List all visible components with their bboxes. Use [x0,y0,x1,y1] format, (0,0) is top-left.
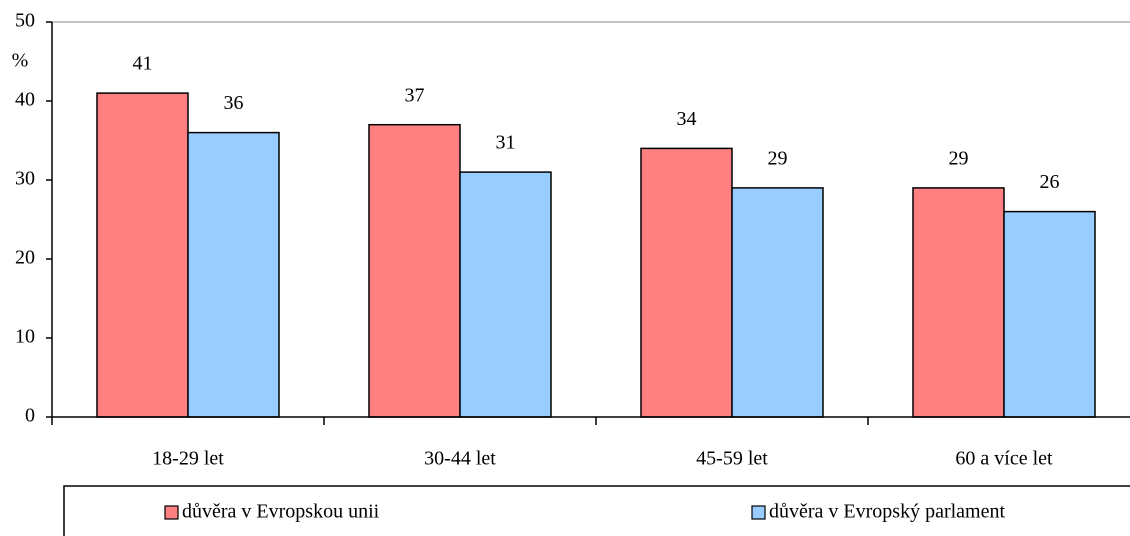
legend-box [63,485,1130,536]
bar [187,131,280,418]
value-label: 34 [677,108,697,130]
value-label: 41 [133,53,153,75]
bar [640,147,733,418]
x-tick-label: 30-44 let [424,448,496,470]
value-label: 37 [405,84,425,106]
bar [731,187,824,418]
legend-label: důvěra v Evropskou unii [182,501,380,523]
bar [96,92,189,418]
y-tick-label: 20 [15,247,35,269]
legend-label: důvěra v Evropský parlament [769,501,1005,523]
bar [459,171,552,418]
bar [1003,210,1096,418]
value-label: 29 [949,147,969,169]
y-tick-label: 0 [25,405,35,427]
x-tick-label: 60 a více let [955,448,1053,470]
legend-swatch [164,505,179,520]
y-axis-label: % [12,50,29,72]
y-tick-label: 50 [15,10,35,32]
value-label: 26 [1040,171,1060,193]
y-tick-label: 40 [15,89,35,111]
value-label: 36 [224,92,244,114]
bar [912,187,1005,418]
legend-swatch [751,505,766,520]
bar [368,123,461,418]
y-tick-label: 10 [15,326,35,348]
value-label: 29 [768,147,788,169]
x-tick-label: 18-29 let [152,448,224,470]
y-tick-label: 30 [15,168,35,190]
value-label: 31 [496,132,516,154]
x-tick-label: 45-59 let [696,448,768,470]
